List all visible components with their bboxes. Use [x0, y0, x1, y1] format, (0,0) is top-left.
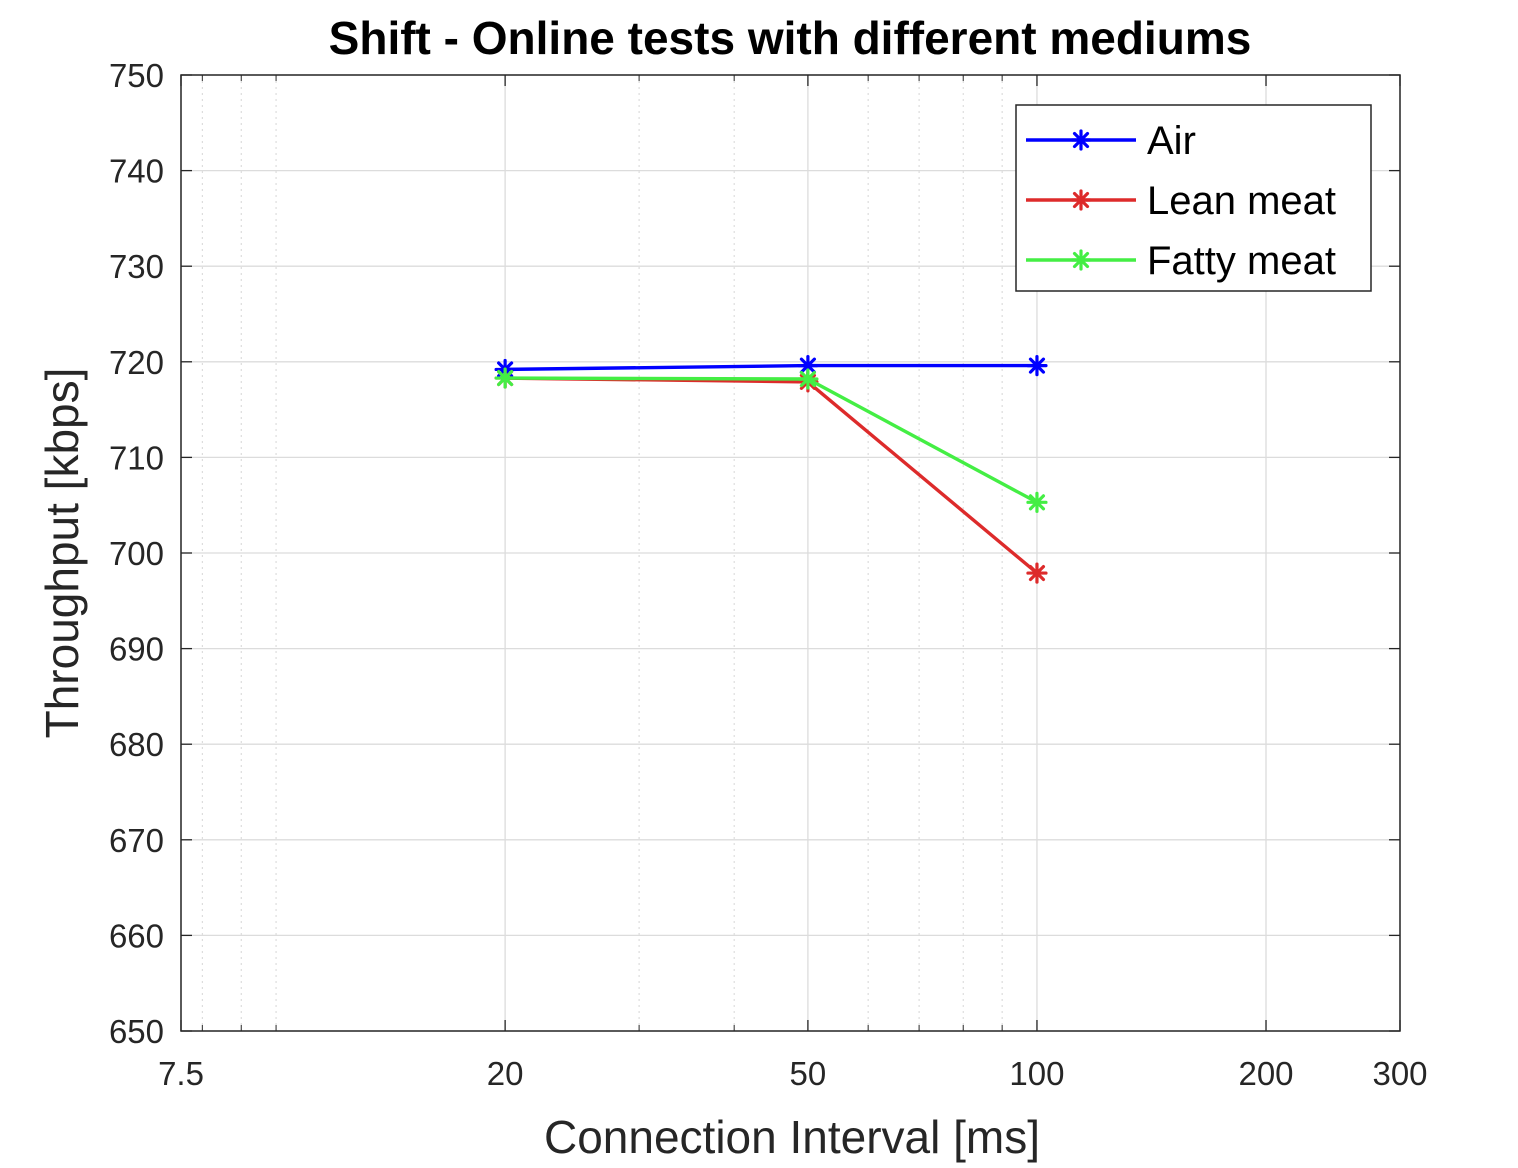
y-tick-label: 710 — [109, 439, 164, 476]
legend-marker — [1070, 189, 1092, 211]
y-axis-label: Throughput [kbps] — [36, 368, 88, 739]
plot-frame — [180, 74, 1401, 1032]
data-point-air — [1026, 355, 1048, 377]
legend-marker — [1070, 249, 1092, 271]
x-tick-label: 50 — [790, 1055, 827, 1092]
data-point-fatty-meat — [494, 367, 516, 389]
series-fatty-meat — [494, 367, 1048, 513]
y-tick-label: 670 — [109, 822, 164, 859]
y-tick-label: 650 — [109, 1013, 164, 1050]
x-tick-label: 300 — [1372, 1055, 1427, 1092]
data-point-fatty-meat — [1026, 491, 1048, 513]
legend-item-lean-meat: Lean meat — [1026, 179, 1336, 223]
y-tick-label: 700 — [109, 535, 164, 572]
y-tick-label: 750 — [109, 57, 164, 94]
y-tick-label: 740 — [109, 153, 164, 190]
y-tick-labels: 650 660 670 680 690 700 710 720 730 740 750 — [109, 57, 164, 1050]
legend-label: Air — [1147, 119, 1196, 163]
series-air — [494, 355, 1048, 381]
y-tick-label: 730 — [109, 248, 164, 285]
legend-label: Fatty meat — [1147, 239, 1336, 283]
legend-label: Lean meat — [1147, 179, 1336, 223]
x-axis-label: Connection Interval [ms] — [544, 1111, 1040, 1163]
y-tick-label: 680 — [109, 726, 164, 763]
chart-title: Shift - Online tests with different medi… — [329, 12, 1252, 64]
y-tick-label: 660 — [109, 917, 164, 954]
x-tick-label: 200 — [1238, 1055, 1293, 1092]
x-tick-label: 100 — [1009, 1055, 1064, 1092]
legend-item-air: Air — [1026, 119, 1196, 163]
legend: Air Lean meat Fatty meat — [1015, 104, 1372, 292]
y-tick-label: 690 — [109, 631, 164, 668]
series-layer — [494, 355, 1048, 584]
data-point-fatty-meat — [797, 368, 819, 390]
x-tick-label: 7.5 — [158, 1055, 204, 1092]
x-tick-label: 20 — [487, 1055, 524, 1092]
y-tick-label: 720 — [109, 344, 164, 381]
x-tick-labels: 7.5 20 50 100 200 300 — [158, 1055, 1427, 1092]
legend-item-fatty-meat: Fatty meat — [1026, 239, 1336, 283]
legend-marker — [1070, 129, 1092, 151]
data-point-lean-meat — [1026, 562, 1048, 584]
